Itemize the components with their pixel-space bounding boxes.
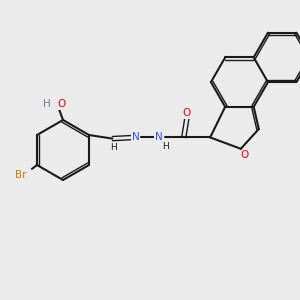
Text: H: H: [162, 142, 169, 151]
Text: O: O: [57, 99, 65, 110]
Text: O: O: [240, 150, 248, 161]
Text: H: H: [110, 143, 117, 152]
Text: N: N: [132, 132, 140, 142]
Text: O: O: [183, 108, 191, 118]
Text: N: N: [155, 132, 163, 142]
Text: H: H: [43, 99, 51, 110]
Text: Br: Br: [15, 170, 26, 181]
